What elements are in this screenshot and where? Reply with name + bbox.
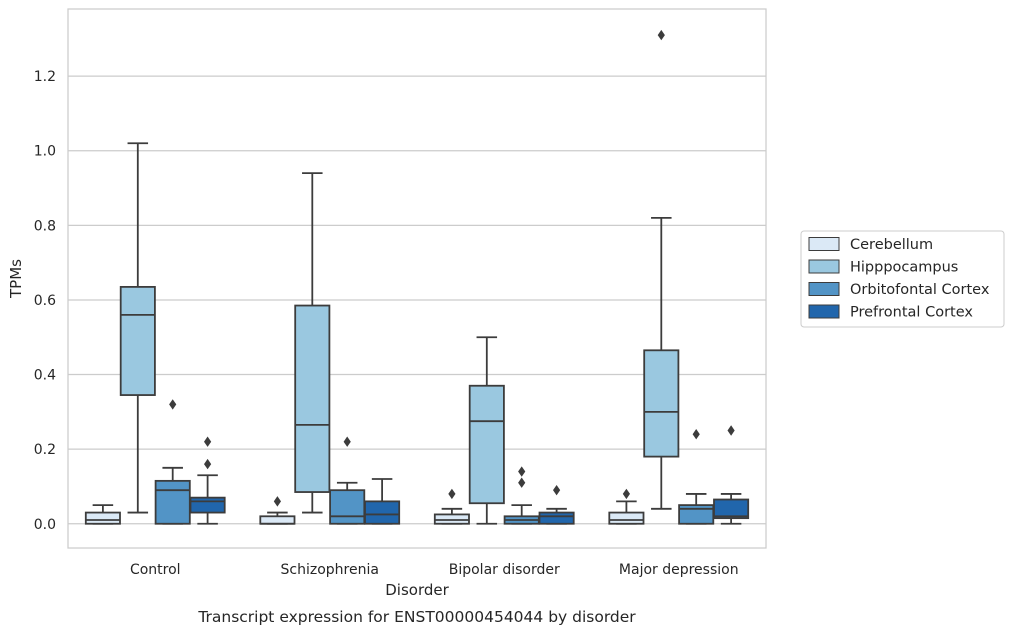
box — [329, 489, 366, 525]
box-group — [433, 488, 470, 525]
legend-label: Orbitofontal Cortex — [850, 282, 990, 298]
series-prefrontal-cortex — [189, 425, 750, 525]
box-group — [643, 29, 680, 510]
legend-label: Prefrontal Cortex — [850, 305, 973, 321]
legend: Cerebellum Hipppocampus Orbitofontal Corte… — [800, 230, 1005, 328]
box — [433, 513, 470, 525]
y-axis-title: TPMs — [7, 259, 25, 299]
box — [538, 511, 575, 525]
legend-swatch — [808, 304, 840, 319]
series-cerebellum — [84, 488, 645, 525]
legend-swatch — [808, 282, 840, 296]
box — [259, 515, 296, 525]
box-group — [294, 172, 331, 514]
outlier-point — [204, 458, 212, 470]
box-group — [468, 336, 505, 525]
y-tick-label: 0.0 — [34, 517, 56, 533]
outlier-point — [169, 399, 177, 410]
x-axis-ticks: Control Schizophrenia Bipolar disorder Majo… — [130, 562, 739, 578]
box — [154, 479, 191, 525]
outlier-point — [518, 477, 526, 488]
box — [119, 285, 156, 396]
legend-frame — [800, 230, 1005, 328]
box — [84, 511, 121, 525]
series-orbitofontal-cortex — [154, 399, 715, 525]
box — [189, 496, 226, 514]
legend-swatch — [808, 259, 840, 274]
box — [468, 384, 505, 505]
x-tick-label: Major depression — [619, 562, 739, 578]
outlier-point — [518, 466, 526, 477]
box — [364, 500, 401, 525]
box-group — [503, 466, 540, 525]
x-axis-title: Disorder — [385, 581, 449, 599]
box-group — [364, 478, 401, 525]
x-tick-label: Control — [130, 562, 181, 578]
y-tick-label: 1.2 — [34, 69, 56, 85]
box-group — [189, 436, 226, 525]
series-hipppocampus — [119, 29, 680, 525]
legend-swatch — [808, 237, 840, 251]
y-tick-label: 0.6 — [34, 293, 56, 309]
x-tick-label: Bipolar disorder — [449, 562, 560, 578]
box — [643, 349, 680, 458]
box — [713, 498, 750, 520]
box — [678, 504, 715, 525]
y-tick-label: 0.2 — [34, 442, 56, 458]
box-group — [538, 484, 575, 525]
box — [294, 304, 331, 493]
legend-label: Cerebellum — [850, 237, 933, 253]
outlier-point — [204, 436, 212, 447]
outlier-point — [273, 496, 281, 507]
outlier-point — [692, 429, 700, 440]
box-group — [329, 436, 366, 525]
legend-label: Hipppocampus — [850, 260, 958, 276]
outlier-point — [343, 436, 351, 447]
box-group — [678, 429, 715, 525]
box — [608, 511, 645, 525]
outlier-point — [657, 29, 665, 41]
plot-area-frame — [67, 8, 767, 549]
outlier-point — [553, 484, 561, 496]
y-tick-label: 0.8 — [34, 218, 56, 234]
outlier-point — [622, 488, 630, 500]
chart-caption: Transcript expression for ENST0000045404… — [197, 608, 636, 626]
box-group — [608, 488, 645, 525]
x-tick-label: Schizophrenia — [281, 562, 379, 578]
y-tick-label: 0.4 — [34, 368, 56, 384]
box-group — [119, 142, 156, 514]
box-group — [259, 496, 296, 525]
y-axis-ticks: 0.0 0.2 0.4 0.6 0.8 1.0 1.2 — [34, 69, 56, 533]
outlier-point — [448, 488, 456, 500]
outlier-point — [727, 425, 735, 436]
box-group — [154, 399, 191, 525]
box-series — [84, 29, 750, 525]
box-group — [84, 504, 121, 525]
box-group — [713, 425, 750, 525]
y-tick-label: 1.0 — [34, 144, 56, 160]
